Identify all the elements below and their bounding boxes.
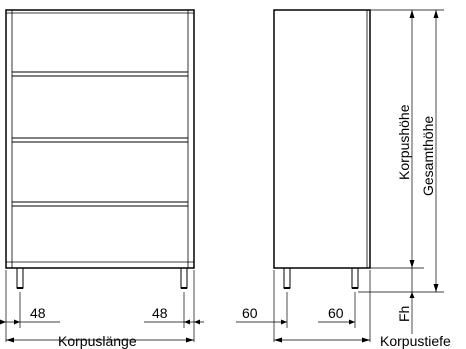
front-left-foot: [16, 267, 24, 289]
front-right-inset-label: 48: [152, 305, 168, 321]
foot-height-label: Fh: [396, 306, 412, 322]
front-dimensions: [0, 270, 204, 342]
side-view: [273, 9, 371, 289]
side-bottom-dimensions: [236, 270, 371, 342]
front-width-label: Korpuslänge: [58, 333, 137, 349]
front-left-inset-label: 48: [30, 305, 46, 321]
total-height-label: Gesamthöhe: [420, 116, 436, 196]
side-vertical-arrows: [409, 10, 439, 298]
drawer-separators: [12, 71, 188, 207]
body-height-label: Korpushöhe: [396, 104, 412, 180]
side-bottom-arrows: [274, 319, 370, 343]
side-depth-label: Korpustiefe: [380, 333, 451, 349]
front-right-foot: [180, 267, 188, 289]
side-rear-foot: [351, 267, 359, 289]
side-rear-inset-label: 60: [328, 305, 344, 321]
front-dimension-arrows: [0, 319, 200, 343]
front-body-outline: [5, 9, 195, 269]
side-front-inset-label: 60: [242, 305, 258, 321]
side-vertical-dimensions: [358, 9, 444, 334]
front-view: [5, 9, 195, 289]
side-front-foot: [283, 267, 291, 289]
side-body-outline: [273, 9, 371, 269]
